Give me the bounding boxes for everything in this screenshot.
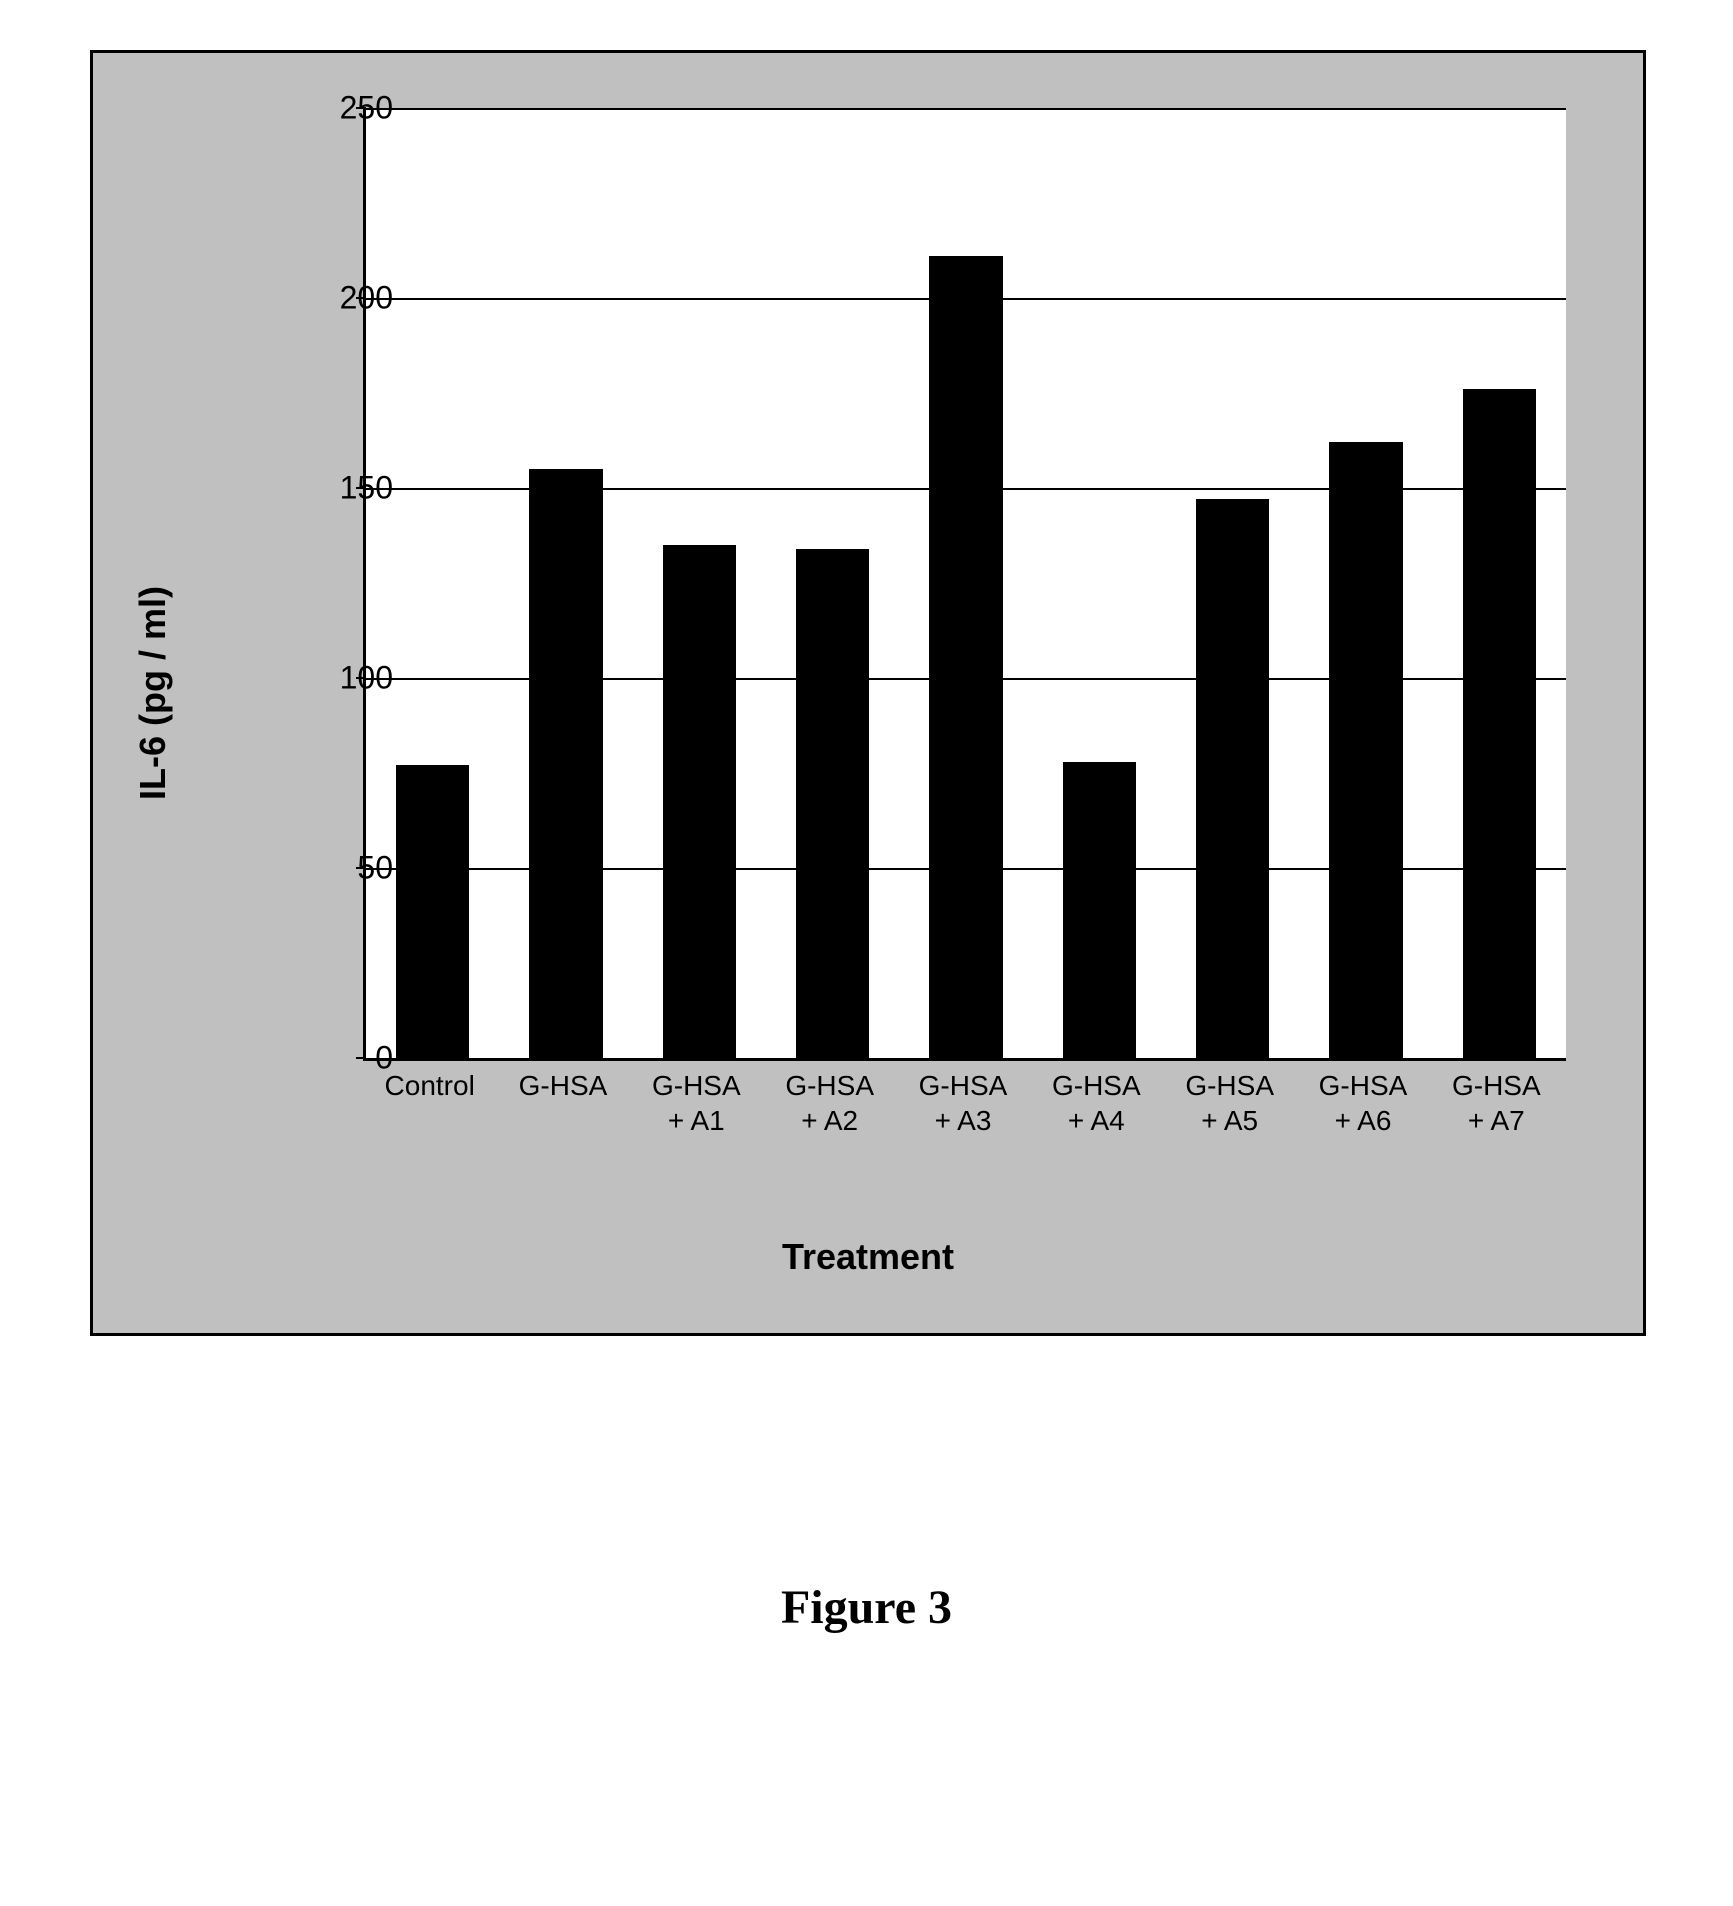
- bar: [796, 549, 869, 1058]
- gridline: [366, 678, 1566, 680]
- bar: [1196, 499, 1269, 1058]
- gridline: [366, 108, 1566, 110]
- x-tick-label: Control: [385, 1068, 475, 1103]
- gridline: [366, 868, 1566, 870]
- bar: [396, 765, 469, 1058]
- bar: [663, 545, 736, 1058]
- y-tick-label: 0: [293, 1040, 393, 1077]
- gridline: [366, 298, 1566, 300]
- plot-area: [363, 108, 1566, 1061]
- figure-caption: Figure 3: [0, 1580, 1733, 1635]
- gridline: [366, 488, 1566, 490]
- y-tick-label: 200: [293, 280, 393, 317]
- y-tick-label: 250: [293, 90, 393, 127]
- bar: [1329, 442, 1402, 1058]
- x-tick-label: G-HSA+ A5: [1185, 1068, 1274, 1138]
- page: IL-6 (pg / ml) 0 50 100 150 200 250 Control G-…: [0, 0, 1733, 1906]
- y-tick-label: 100: [293, 660, 393, 697]
- x-tick-label: G-HSA+ A2: [785, 1068, 874, 1138]
- x-tick-label: G-HSA+ A7: [1452, 1068, 1541, 1138]
- chart-frame: IL-6 (pg / ml) 0 50 100 150 200 250 Control G-…: [90, 50, 1646, 1336]
- x-tick-label: G-HSA+ A3: [919, 1068, 1008, 1138]
- bar: [1063, 762, 1136, 1058]
- bar: [929, 256, 1002, 1058]
- bar: [529, 469, 602, 1058]
- y-axis-title: IL-6 (pg / ml): [132, 586, 174, 800]
- y-tick-label: 50: [293, 850, 393, 887]
- bars-container: [366, 108, 1566, 1058]
- x-tick-label: G-HSA+ A6: [1319, 1068, 1408, 1138]
- x-tick-label: G-HSA: [519, 1068, 608, 1103]
- y-tick-label: 150: [293, 470, 393, 507]
- x-axis-title: Treatment: [93, 1236, 1643, 1278]
- x-tick-label: G-HSA+ A1: [652, 1068, 741, 1138]
- x-tick-label: G-HSA+ A4: [1052, 1068, 1141, 1138]
